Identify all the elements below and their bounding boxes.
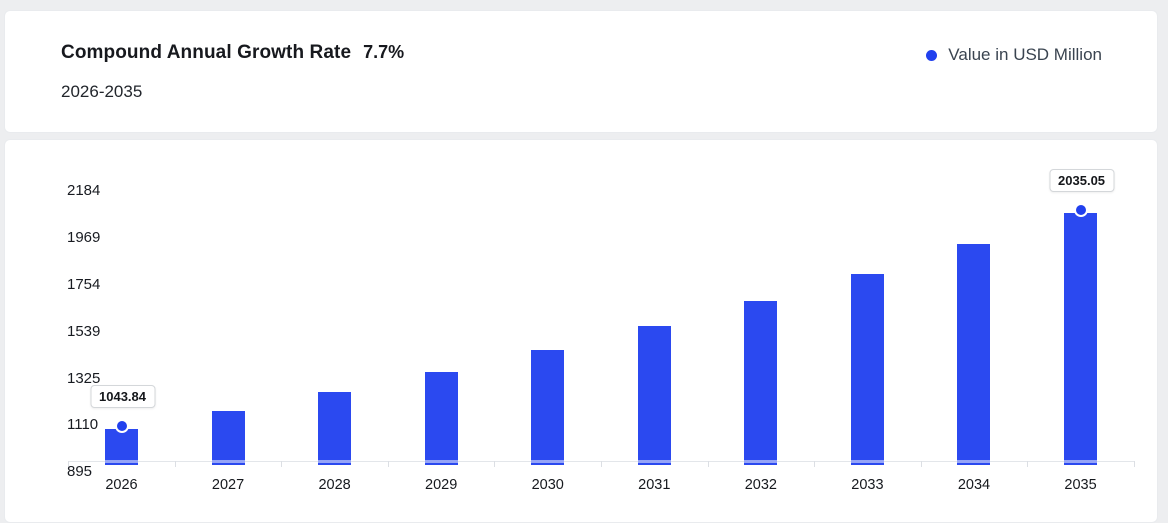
bar-baseline-stripe [531, 459, 565, 463]
bar-2027[interactable] [211, 411, 245, 465]
x-axis-label-2029: 2029 [425, 476, 458, 493]
legend-dot-icon [926, 49, 938, 61]
x-axis-tick [1027, 461, 1029, 467]
x-axis-tick [494, 461, 496, 467]
bar-baseline-stripe [424, 459, 458, 463]
y-tick-label: 895 [67, 463, 93, 481]
bar-baseline-stripe [105, 459, 138, 463]
x-axis-line [68, 461, 1134, 462]
value-label-2026: 1043.84 [90, 384, 155, 408]
bar-2029[interactable] [424, 371, 458, 465]
x-axis-label-2034: 2034 [957, 476, 991, 493]
x-axis-tick [174, 461, 176, 467]
data-point-marker-2035[interactable] [1073, 202, 1088, 217]
bar-2032[interactable] [744, 301, 778, 465]
bar-2030[interactable] [531, 350, 565, 465]
x-axis-label-2027: 2027 [211, 476, 245, 493]
bar-baseline-stripe [1064, 459, 1098, 463]
header-card: Compound Annual Growth Rate 7.7% 2026-20… [4, 10, 1158, 133]
x-axis-label-2030: 2030 [531, 476, 564, 493]
x-axis-label-2035: 2035 [1064, 476, 1097, 493]
data-point-marker-2026[interactable] [114, 418, 129, 433]
legend-label: Value in USD Million [948, 45, 1102, 64]
y-tick-label: 1325 [67, 369, 101, 387]
x-axis-tick [281, 461, 283, 467]
x-axis-tick [707, 461, 709, 467]
chart-title-row: Compound Annual Growth Rate 7.7% [61, 42, 404, 64]
bar-2026[interactable] [105, 428, 138, 465]
bar-baseline-stripe [637, 459, 671, 463]
x-axis-label-2031: 2031 [638, 476, 671, 493]
bar-2031[interactable] [637, 326, 671, 465]
cagr-value: 7.7% [363, 42, 405, 62]
y-tick-label: 2184 [67, 182, 101, 200]
bar-2033[interactable] [850, 273, 884, 465]
bar-baseline-stripe [957, 459, 991, 463]
value-label-2035: 2035.05 [1049, 168, 1115, 192]
bar-baseline-stripe [744, 459, 778, 463]
chart-period: 2026-2035 [61, 82, 143, 101]
bar-chart-plot-area: 895 1110 1325 1539 1754 1969 2184 2026 1043.84 20… [5, 140, 1157, 522]
y-tick-label: 1110 [67, 416, 99, 434]
y-tick-label: 1539 [67, 322, 101, 340]
x-axis-tick [601, 461, 603, 467]
x-axis-label-2026: 2026 [105, 476, 138, 493]
x-axis-tick [387, 461, 389, 467]
x-axis-tick [1133, 461, 1135, 467]
y-tick-label: 1969 [67, 229, 101, 247]
bar-baseline-stripe [318, 459, 352, 463]
x-axis-label-2033: 2033 [851, 476, 884, 493]
chart-title: Compound Annual Growth Rate [61, 42, 352, 63]
x-axis-label-2032: 2032 [744, 476, 777, 493]
x-axis-tick [814, 461, 816, 467]
y-tick-label: 1754 [67, 276, 101, 294]
bar-baseline-stripe [211, 459, 245, 463]
bar-2028[interactable] [318, 392, 352, 465]
bar-2034[interactable] [957, 244, 991, 465]
bar-baseline-stripe [850, 459, 884, 463]
x-axis-label-2028: 2028 [318, 476, 351, 493]
x-axis-tick [920, 461, 922, 467]
bar-2035[interactable] [1064, 212, 1098, 465]
legend-item[interactable]: Value in USD Million [926, 45, 1102, 65]
chart-card: 895 1110 1325 1539 1754 1969 2184 2026 1043.84 20… [4, 139, 1158, 523]
x-axis-tick [68, 461, 70, 467]
